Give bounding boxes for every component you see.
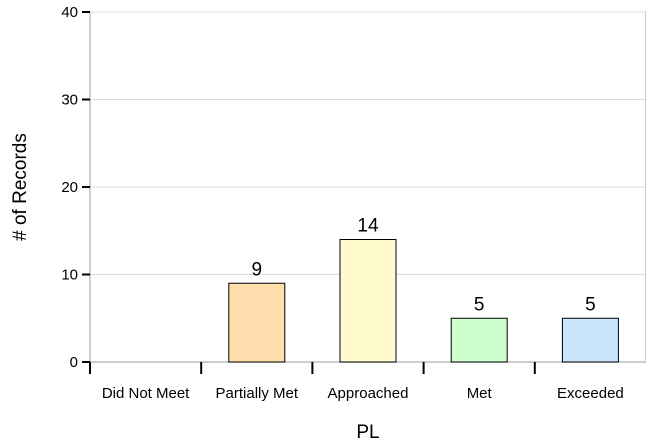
bar [228, 282, 286, 363]
x-tick-label: Met [467, 385, 493, 402]
bar [450, 317, 508, 363]
x-tick-label: Did Not Meet [102, 385, 190, 402]
bar [339, 239, 397, 363]
data-label: 5 [474, 294, 485, 315]
y-axis-title: # of Records [10, 133, 31, 241]
y-tick-label: 30 [61, 92, 78, 109]
bar [561, 317, 619, 363]
x-axis-title: PL [356, 422, 379, 443]
data-label: 5 [585, 294, 596, 315]
data-label: 14 [357, 216, 379, 237]
data-labels: 9 14 5 5 [252, 216, 596, 316]
x-ticks: Did Not Meet Partially Met Approached Met Ex… [89, 362, 624, 402]
bars [228, 239, 619, 363]
x-tick-label: Approached [328, 385, 409, 402]
y-tick-label: 10 [61, 267, 78, 284]
data-label: 9 [252, 259, 263, 280]
x-tick-label: Partially Met [216, 385, 299, 402]
y-ticks: 0 10 20 30 40 [61, 4, 90, 371]
x-tick-label: Exceeded [557, 385, 624, 402]
y-tick-label: 40 [61, 4, 78, 21]
y-tick-label: 0 [70, 354, 78, 371]
y-tick-label: 20 [61, 179, 78, 196]
